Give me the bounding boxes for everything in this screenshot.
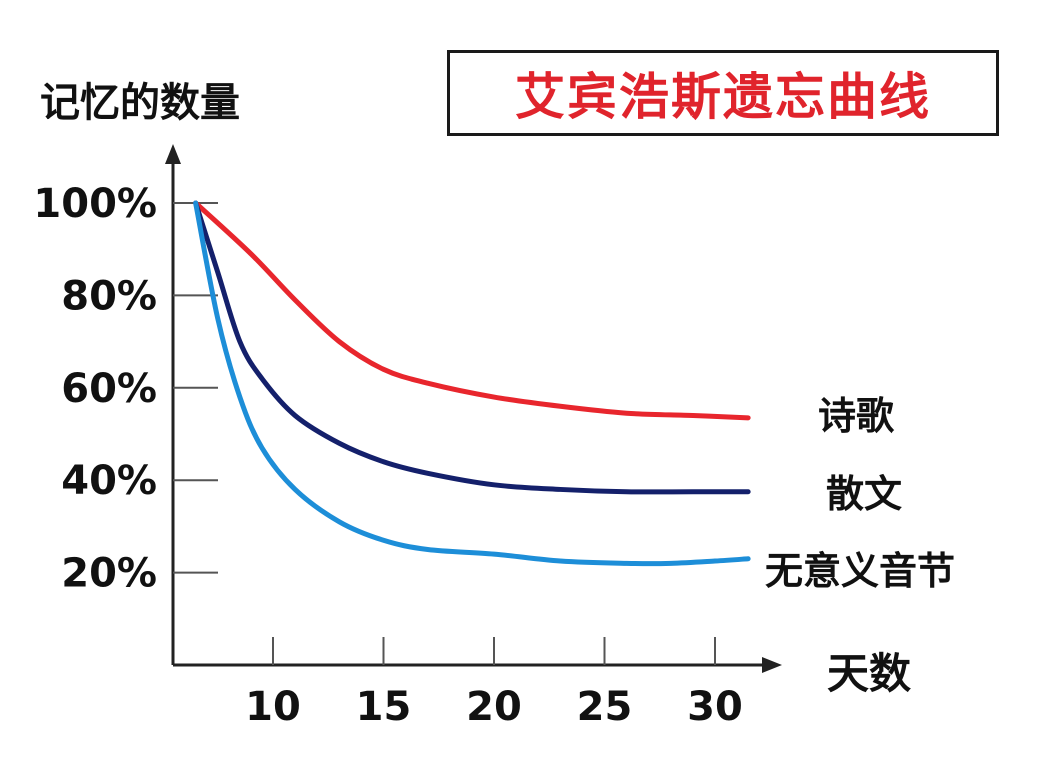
y-axis-arrow [165,144,181,164]
y-tick-label: 100% [33,181,157,227]
series-label-nonsense-syllables: 无意义音节 [765,549,956,593]
ticks: 20% 40% 60% 80% 100% 10 15 20 25 30 [33,181,742,730]
chart-title: 艾宾浩斯遗忘曲线 [515,68,931,126]
x-axis-arrow [762,657,782,673]
chart-title-box: 艾宾浩斯遗忘曲线 [447,50,999,136]
axes [165,144,782,673]
x-tick-label: 20 [466,684,522,730]
x-tick-label: 30 [687,684,743,730]
y-tick-label: 20% [61,551,157,597]
y-tick-label: 40% [61,458,157,504]
series-line-poetry [193,200,751,421]
x-tick-label: 25 [577,684,633,730]
x-tick-label: 15 [356,684,412,730]
x-tick-label: 10 [245,684,301,730]
x-axis-label: 天数 [827,649,912,698]
y-tick-label: 60% [61,366,157,412]
y-axis-label: 记忆的数量 [40,80,240,126]
series-line-nonsense-syllables [193,200,751,567]
series-line-prose [193,200,751,495]
y-tick-label: 80% [61,273,157,319]
series-lines [193,200,751,567]
series-label-poetry: 诗歌 [818,394,895,438]
series-label-prose: 散文 [826,472,903,516]
